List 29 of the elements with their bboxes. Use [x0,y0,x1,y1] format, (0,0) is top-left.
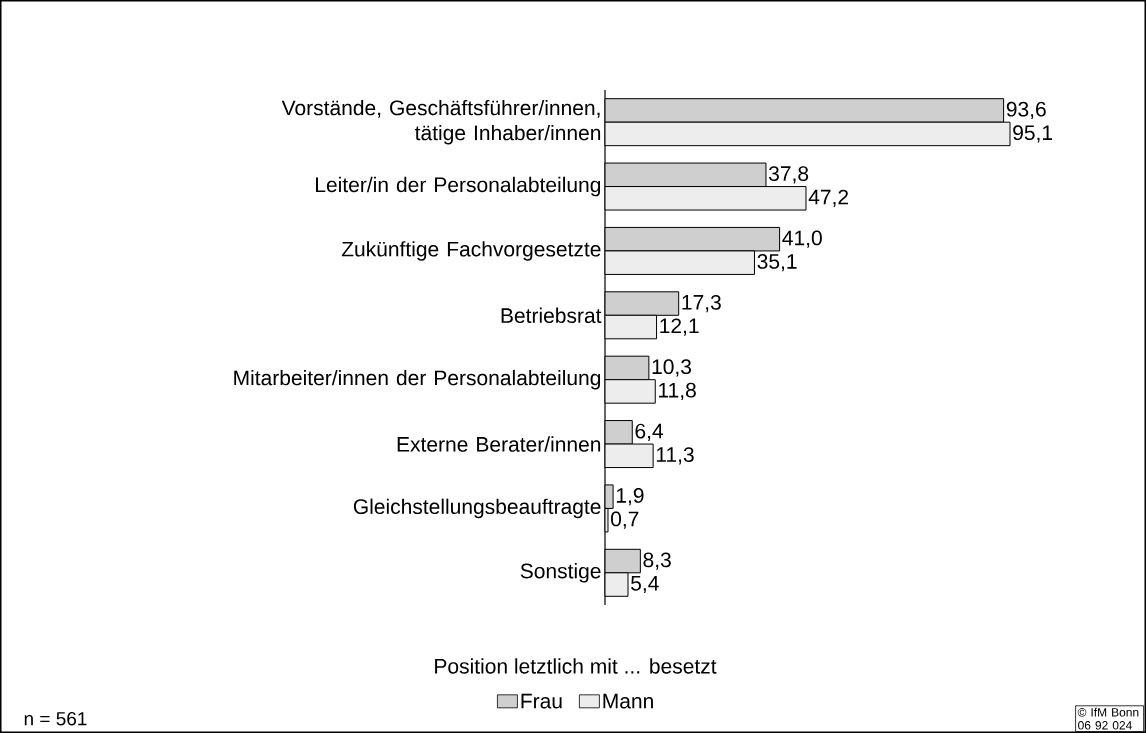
legend-label: Frau [521,693,562,709]
legend-label: Mann [603,693,653,709]
y-tick-label: Betriebsrat [501,307,602,324]
data-label: 47,2 [808,189,849,207]
y-tick-label: Sonstige [520,563,601,583]
data-label: 11,3 [656,447,694,465]
data-label: 95,1 [1013,125,1053,143]
y-tick-label: Vorstände, Geschäftsführer/innen, tätige Inhaber/innen [281,99,601,145]
data-label: 1,9 [616,488,644,506]
data-label: 8,3 [643,552,671,570]
data-label: 17,3 [682,294,721,313]
data-label: 10,3 [652,359,692,377]
y-tick-label: Mitarbeiter/innen der Personalabteilung [234,369,601,390]
data-label: 0,7 [611,511,639,529]
y-tick-label: Gleichstellungsbeauftragte [353,498,601,519]
data-label: 37,8 [768,166,809,184]
data-label: 12,1 [660,318,699,336]
legend-title: Position letztlich mit ... besetzt [435,658,717,674]
text: © IfM Bonn 06 92 024 [1077,707,1139,730]
data-label: 35,1 [757,254,797,272]
data-label: 11,8 [659,382,696,401]
text: n = 561 [24,712,87,726]
data-label: 5,4 [631,575,659,594]
y-tick-label: Zukünftige Fachvorgesetzte [341,241,601,261]
data-label: 6,4 [635,423,664,441]
y-tick-label: Leiter/in der Personalabteilung [316,176,601,197]
data-label: 93,6 [1006,101,1046,120]
data-label: 41,0 [782,230,822,248]
y-tick-label: Externe Berater/innen [397,436,601,452]
